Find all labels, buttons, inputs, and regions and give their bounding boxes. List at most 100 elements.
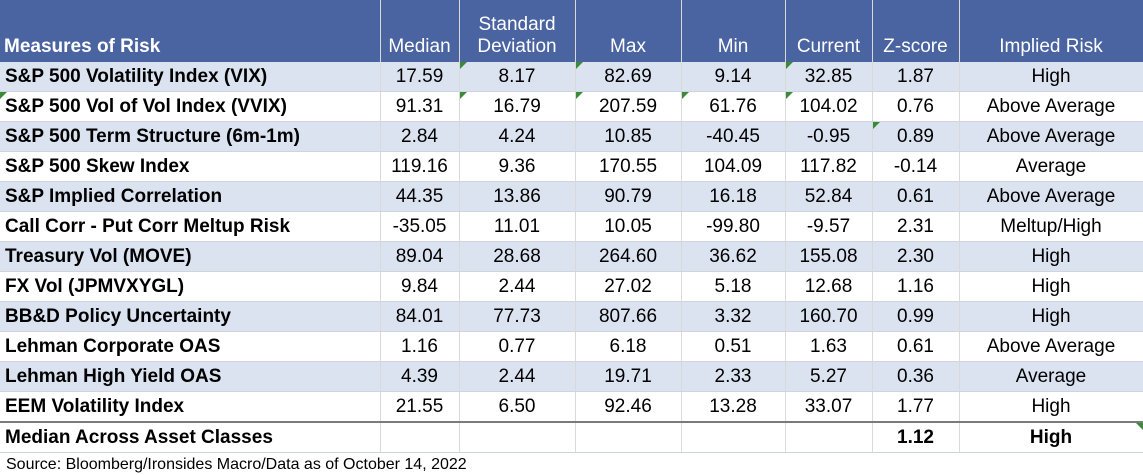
- implied-risk-cell[interactable]: Above Average: [959, 181, 1143, 212]
- std-dev-cell[interactable]: 11.01: [459, 211, 576, 242]
- summary-label[interactable]: Median Across Asset Classes: [0, 421, 381, 453]
- header-current[interactable]: Current: [785, 0, 873, 62]
- measure-cell[interactable]: BB&D Policy Uncertainty: [0, 301, 381, 332]
- summary-cell-empty[interactable]: [681, 421, 786, 453]
- max-cell[interactable]: 207.59: [575, 91, 682, 122]
- z-score-cell[interactable]: 0.76: [872, 91, 960, 122]
- implied-risk-cell[interactable]: High: [959, 62, 1143, 92]
- measure-cell[interactable]: S&P 500 Vol of Vol Index (VVIX): [0, 91, 381, 122]
- std-dev-cell[interactable]: 9.36: [459, 151, 576, 182]
- median-cell[interactable]: -35.05: [380, 211, 460, 242]
- std-dev-cell[interactable]: 8.17: [459, 62, 576, 92]
- median-cell[interactable]: 17.59: [380, 62, 460, 92]
- z-score-cell[interactable]: 0.36: [872, 361, 960, 392]
- header-std-dev[interactable]: Standard Deviation: [459, 0, 576, 62]
- median-cell[interactable]: 1.16: [380, 331, 460, 362]
- min-cell[interactable]: 104.09: [681, 151, 786, 182]
- summary-implied-risk[interactable]: High: [959, 421, 1143, 453]
- measure-cell[interactable]: FX Vol (JPMVXYGL): [0, 271, 381, 302]
- current-cell[interactable]: -9.57: [785, 211, 873, 242]
- max-cell[interactable]: 82.69: [575, 62, 682, 92]
- std-dev-cell[interactable]: 77.73: [459, 301, 576, 332]
- measure-cell[interactable]: Lehman High Yield OAS: [0, 361, 381, 392]
- median-cell[interactable]: 44.35: [380, 181, 460, 212]
- z-score-cell[interactable]: 0.89: [872, 121, 960, 152]
- z-score-cell[interactable]: 0.61: [872, 331, 960, 362]
- min-cell[interactable]: -40.45: [681, 121, 786, 152]
- implied-risk-cell[interactable]: High: [959, 391, 1143, 423]
- min-cell[interactable]: 2.33: [681, 361, 786, 392]
- std-dev-cell[interactable]: 16.79: [459, 91, 576, 122]
- std-dev-cell[interactable]: 28.68: [459, 241, 576, 272]
- z-score-cell[interactable]: 1.16: [872, 271, 960, 302]
- current-cell[interactable]: 33.07: [785, 391, 873, 423]
- median-cell[interactable]: 89.04: [380, 241, 460, 272]
- implied-risk-cell[interactable]: Average: [959, 361, 1143, 392]
- max-cell[interactable]: 90.79: [575, 181, 682, 212]
- std-dev-cell[interactable]: 2.44: [459, 271, 576, 302]
- median-cell[interactable]: 119.16: [380, 151, 460, 182]
- summary-cell-empty[interactable]: [575, 421, 682, 453]
- measure-cell[interactable]: S&P Implied Correlation: [0, 181, 381, 212]
- median-cell[interactable]: 84.01: [380, 301, 460, 332]
- current-cell[interactable]: 155.08: [785, 241, 873, 272]
- current-cell[interactable]: 1.63: [785, 331, 873, 362]
- max-cell[interactable]: 92.46: [575, 391, 682, 423]
- median-cell[interactable]: 2.84: [380, 121, 460, 152]
- min-cell[interactable]: 13.28: [681, 391, 786, 423]
- max-cell[interactable]: 807.66: [575, 301, 682, 332]
- median-cell[interactable]: 4.39: [380, 361, 460, 392]
- current-cell[interactable]: 12.68: [785, 271, 873, 302]
- current-cell[interactable]: 52.84: [785, 181, 873, 212]
- measure-cell[interactable]: S&P 500 Term Structure (6m-1m): [0, 121, 381, 152]
- median-cell[interactable]: 21.55: [380, 391, 460, 423]
- min-cell[interactable]: 36.62: [681, 241, 786, 272]
- max-cell[interactable]: 10.85: [575, 121, 682, 152]
- summary-cell-empty[interactable]: [380, 421, 460, 453]
- median-cell[interactable]: 91.31: [380, 91, 460, 122]
- z-score-cell[interactable]: -0.14: [872, 151, 960, 182]
- max-cell[interactable]: 170.55: [575, 151, 682, 182]
- measure-cell[interactable]: Treasury Vol (MOVE): [0, 241, 381, 272]
- z-score-cell[interactable]: 2.31: [872, 211, 960, 242]
- measure-cell[interactable]: EEM Volatility Index: [0, 391, 381, 423]
- implied-risk-cell[interactable]: Above Average: [959, 331, 1143, 362]
- current-cell[interactable]: 104.02: [785, 91, 873, 122]
- implied-risk-cell[interactable]: Meltup/High: [959, 211, 1143, 242]
- std-dev-cell[interactable]: 4.24: [459, 121, 576, 152]
- measure-cell[interactable]: Call Corr - Put Corr Meltup Risk: [0, 211, 381, 242]
- current-cell[interactable]: 32.85: [785, 62, 873, 92]
- min-cell[interactable]: 61.76: [681, 91, 786, 122]
- max-cell[interactable]: 19.71: [575, 361, 682, 392]
- std-dev-cell[interactable]: 2.44: [459, 361, 576, 392]
- summary-cell-empty[interactable]: [459, 421, 576, 453]
- implied-risk-cell[interactable]: Above Average: [959, 121, 1143, 152]
- implied-risk-cell[interactable]: Above Average: [959, 91, 1143, 122]
- implied-risk-cell[interactable]: High: [959, 301, 1143, 332]
- z-score-cell[interactable]: 0.99: [872, 301, 960, 332]
- max-cell[interactable]: 264.60: [575, 241, 682, 272]
- max-cell[interactable]: 10.05: [575, 211, 682, 242]
- min-cell[interactable]: -99.80: [681, 211, 786, 242]
- measure-cell[interactable]: S&P 500 Skew Index: [0, 151, 381, 182]
- max-cell[interactable]: 6.18: [575, 331, 682, 362]
- min-cell[interactable]: 9.14: [681, 62, 786, 92]
- std-dev-cell[interactable]: 6.50: [459, 391, 576, 423]
- header-implied-risk[interactable]: Implied Risk: [959, 0, 1143, 62]
- min-cell[interactable]: 0.51: [681, 331, 786, 362]
- std-dev-cell[interactable]: 0.77: [459, 331, 576, 362]
- z-score-cell[interactable]: 1.87: [872, 62, 960, 92]
- implied-risk-cell[interactable]: High: [959, 241, 1143, 272]
- summary-cell-empty[interactable]: [785, 421, 873, 453]
- implied-risk-cell[interactable]: Average: [959, 151, 1143, 182]
- header-median[interactable]: Median: [380, 0, 460, 62]
- min-cell[interactable]: 16.18: [681, 181, 786, 212]
- max-cell[interactable]: 27.02: [575, 271, 682, 302]
- current-cell[interactable]: 160.70: [785, 301, 873, 332]
- current-cell[interactable]: -0.95: [785, 121, 873, 152]
- measure-cell[interactable]: S&P 500 Volatility Index (VIX): [0, 62, 381, 92]
- median-cell[interactable]: 9.84: [380, 271, 460, 302]
- summary-z-score[interactable]: 1.12: [872, 421, 960, 453]
- current-cell[interactable]: 5.27: [785, 361, 873, 392]
- min-cell[interactable]: 3.32: [681, 301, 786, 332]
